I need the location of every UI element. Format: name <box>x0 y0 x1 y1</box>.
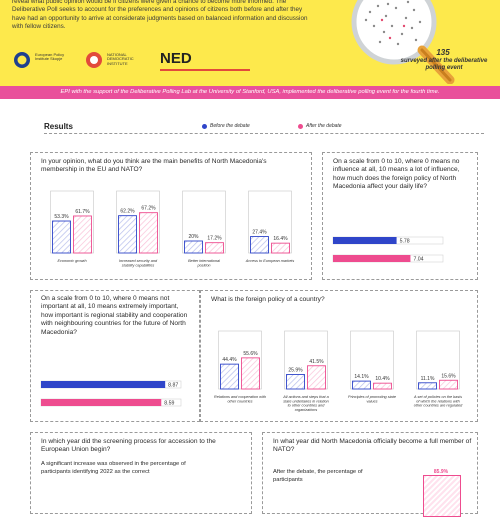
legend-after-label: After the debate <box>306 123 342 129</box>
category-label: Principles of promoting state values <box>348 395 396 403</box>
q5-text: A significant increase was observed in t… <box>41 461 186 475</box>
panel-daily-life: On a scale from 0 to 10, where 0 means n… <box>322 152 478 280</box>
category-label: Economic growth <box>57 259 86 263</box>
bar-before-label: 20% <box>188 234 199 240</box>
bar-before-label: 25.9% <box>288 367 303 373</box>
epi-logo-icon <box>14 52 30 68</box>
q2-question: On a scale from 0 to 10, where 0 means n… <box>333 158 460 191</box>
ned-logo-text: NED <box>160 50 192 67</box>
ndi-logo: NATIONAL DEMOCRATIC INSTITUTE <box>84 50 144 72</box>
chart-daily-life: 5.78 7.04 <box>332 236 444 263</box>
bar-after <box>241 357 260 390</box>
bar-after <box>307 365 326 390</box>
legend-after-dot <box>298 124 303 129</box>
hbar-after-label: 8.59 <box>164 401 174 407</box>
hbar-after <box>41 399 162 406</box>
category-label: A set of policies on the basis of which t… <box>413 395 463 408</box>
q6-value: 85.9% <box>433 469 449 475</box>
hbar-before <box>41 381 166 388</box>
panel-screening-year: In which year did the screening process … <box>30 432 252 514</box>
ned-logo-underline <box>160 69 250 71</box>
ndi-logo-icon <box>86 52 102 68</box>
intro-text: reveal what public opinion would be if c… <box>12 0 308 31</box>
bar-after-label: 15.6% <box>441 373 456 379</box>
category-label: All actions and steps that a state undert… <box>282 395 328 412</box>
q4-question: What is the foreign policy of a country? <box>211 296 325 303</box>
surveyed-caption: surveyed after the deliberative polling … <box>400 58 488 71</box>
panel-nato-year: In what year did North Macedonia officia… <box>262 432 478 517</box>
category-label: Increased security and stability capabili… <box>119 259 158 267</box>
panel-eu-nato-benefits: In your opinion, what do you think are t… <box>30 152 312 280</box>
bar-group-frame <box>350 330 394 390</box>
bar-after <box>205 242 224 254</box>
bar-before <box>220 363 239 390</box>
surveyed-count: 135 <box>436 48 450 57</box>
header-banner: reveal what public opinion would be if c… <box>0 0 500 86</box>
ndi-logo-text: NATIONAL DEMOCRATIC INSTITUTE <box>107 52 134 66</box>
bar-group-frame <box>284 330 328 390</box>
bar-group-frame <box>218 330 262 390</box>
bar-after-label: 16.4% <box>273 236 288 242</box>
bar-before <box>118 215 137 254</box>
bar-before-label: 27.4% <box>252 230 267 236</box>
bar-after <box>139 212 158 254</box>
bar-after-label: 55.6% <box>243 351 258 357</box>
q6-question: In what year did North Macedonia officia… <box>273 438 472 454</box>
epi-logo: European Policy Institute Skopje <box>12 50 72 72</box>
hbar-after <box>333 255 411 262</box>
bar-before-label: 44.4% <box>222 357 237 363</box>
bar-before-label: 14.1% <box>354 374 369 380</box>
category-label: Access to European markets <box>245 259 295 263</box>
panel-regional-stability: On a scale from 0 to 10, where 0 means n… <box>30 290 200 422</box>
chart-foreign-policy: 44.4% 55.6% Relations and cooperation with… <box>214 330 463 412</box>
bar-before <box>52 220 71 254</box>
bar-before <box>184 240 203 254</box>
hbar-before <box>333 237 397 244</box>
bar-before-label: 11.1% <box>421 376 435 382</box>
epi-logo-text: European Policy Institute Skopje <box>35 52 65 62</box>
bar-after <box>373 382 392 390</box>
q1-question: In your opinion, what do you think are t… <box>41 158 267 174</box>
hbar-after-label: 7.04 <box>413 257 423 263</box>
legend-before-dot <box>202 124 207 129</box>
results-title: Results <box>44 122 73 131</box>
bar-group-frame <box>182 190 226 254</box>
bar-after-label: 17.2% <box>207 236 222 242</box>
bar-group-frame <box>248 190 292 254</box>
bar-after <box>73 215 92 254</box>
magnifier-illustration <box>351 0 455 84</box>
bar-group-frame <box>116 190 160 254</box>
bar-before-label: 62.2% <box>120 209 135 215</box>
bar-after-label: 61.7% <box>75 209 90 215</box>
chart-regional-stability: 8.87 8.59 <box>40 380 182 407</box>
bar-before-label: 53.3% <box>54 214 69 220</box>
ned-logo: NED <box>160 50 250 72</box>
chart-eu-nato-benefits: 53.3% 61.7% Economic growth 62.2% 67.2% Incre… <box>50 190 295 267</box>
q6-bar <box>423 475 461 517</box>
q6-text: After the debate, the percentage of part… <box>273 469 363 483</box>
legend-before-label: Before the debate <box>210 123 250 129</box>
q3-question: On a scale from 0 to 10, where 0 means n… <box>41 295 188 336</box>
category-label: Better international position <box>188 259 220 267</box>
bar-before <box>250 236 269 254</box>
bar-before <box>286 374 305 390</box>
bar-after-label: 10.4% <box>375 376 390 382</box>
q5-question: In which year did the screening process … <box>41 438 216 454</box>
results-divider <box>44 133 484 134</box>
bar-after-label: 67.2% <box>141 206 156 212</box>
bar-before <box>418 382 437 390</box>
panel-foreign-policy: What is the foreign policy of a country?… <box>200 290 478 422</box>
bar-before <box>352 380 371 390</box>
pink-banner: EPI with the support of the Deliberative… <box>0 86 500 99</box>
bar-after <box>439 379 458 390</box>
bar-group-frame <box>416 330 460 390</box>
hbar-before-label: 5.78 <box>400 239 410 245</box>
bar-after <box>271 242 290 254</box>
logo-row: European Policy Institute Skopje NATIONA… <box>12 50 272 76</box>
bar-group-frame <box>50 190 94 254</box>
bar-after-label: 41.5% <box>309 359 324 365</box>
category-label: Relations and cooperation with other coun… <box>214 395 266 403</box>
hbar-before-label: 8.87 <box>168 383 178 389</box>
